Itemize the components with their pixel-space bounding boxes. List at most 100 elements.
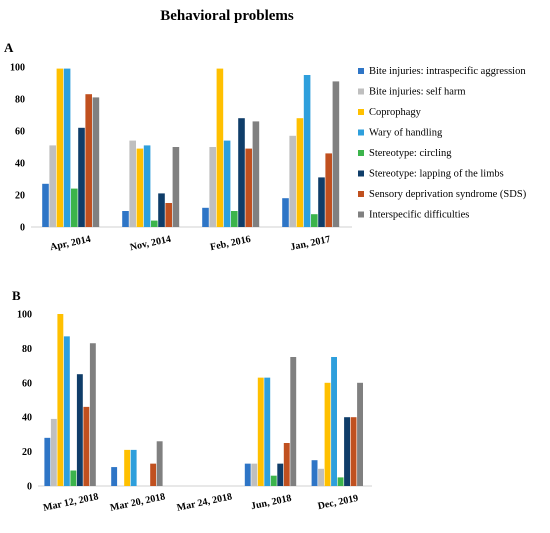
bar	[42, 183, 49, 227]
panel-a: A 0 20 40 60 80 100 Apr, 2014 Nov, 2014 Feb, 2016…	[4, 40, 352, 253]
bar	[89, 343, 96, 486]
bar	[357, 382, 363, 486]
bar	[324, 382, 331, 486]
y-tick-label: 100	[10, 63, 25, 74]
bar	[124, 449, 131, 486]
bar	[332, 81, 340, 228]
y-tick-label: 20	[15, 191, 25, 202]
bar	[318, 468, 324, 486]
bar	[158, 193, 165, 227]
bar	[143, 145, 151, 227]
bar	[277, 463, 284, 486]
bar	[245, 148, 252, 227]
x-tick-label: Jan, 2017	[289, 234, 331, 253]
bar	[264, 377, 271, 486]
legend-entry: Bite injuries: self harm	[369, 87, 466, 98]
y-tick-label: 100	[17, 310, 32, 321]
bar	[216, 68, 224, 227]
bar	[238, 118, 245, 227]
bar	[71, 188, 78, 227]
x-tick-label: Jun, 2018	[250, 493, 293, 512]
x-tick-label: Nov, 2014	[129, 234, 172, 253]
bar	[311, 214, 318, 227]
bar	[111, 467, 118, 486]
bar	[270, 475, 277, 486]
legend-swatch	[358, 129, 364, 136]
bar	[257, 377, 264, 486]
figure-title: Behavioral problems	[160, 8, 294, 24]
bar	[49, 145, 56, 227]
bar	[136, 148, 144, 227]
legend-swatch	[358, 170, 364, 177]
bar	[350, 417, 357, 486]
bar	[122, 211, 129, 227]
bar	[331, 357, 337, 486]
legend-swatch	[358, 68, 364, 74]
bar	[63, 336, 70, 486]
y-tick-label: 80	[22, 344, 32, 355]
x-tick-label: Mar 24, 2018	[176, 491, 233, 513]
legend-swatch	[358, 88, 364, 95]
x-tick-label: Dec, 2019	[317, 493, 359, 512]
bar	[290, 357, 297, 486]
legend-swatch	[358, 191, 364, 197]
x-tick-label: Mar 20, 2018	[109, 491, 166, 513]
bar	[311, 460, 318, 486]
bar	[76, 374, 83, 486]
bar	[251, 463, 258, 486]
x-tick-label: Mar 12, 2018	[42, 491, 99, 513]
x-tick-label: Apr, 2014	[49, 234, 92, 253]
bar	[244, 463, 251, 486]
bar	[223, 140, 231, 227]
bar	[296, 118, 304, 227]
panel-label: B	[12, 288, 21, 303]
panel-label: A	[4, 40, 14, 55]
bar	[209, 147, 216, 227]
bar	[150, 463, 157, 486]
y-tick-label: 0	[27, 482, 32, 493]
y-tick-label: 60	[15, 127, 25, 138]
y-tick-label: 20	[22, 447, 32, 458]
legend-swatch	[358, 150, 364, 156]
panel-b: B 0 20 40 60 80 100 Mar 12, 2018 Mar 20, 2018 Mar…	[12, 288, 372, 514]
legend-swatch	[358, 109, 364, 115]
bar	[129, 140, 136, 227]
bar	[344, 417, 350, 486]
legend-entry: Stereotype: circling	[369, 148, 452, 159]
bar	[282, 198, 289, 227]
bar	[56, 68, 64, 227]
bar	[70, 470, 77, 486]
y-tick-label: 80	[15, 95, 25, 106]
bar	[252, 121, 260, 227]
bar	[151, 220, 158, 227]
bar	[83, 406, 90, 486]
legend-entry: Bite injuries: intraspecific aggression	[369, 66, 526, 77]
bar	[85, 94, 92, 227]
y-tick-label: 40	[22, 413, 32, 424]
bar	[156, 441, 163, 486]
legend-entry: Wary of handling	[369, 128, 443, 139]
legend-swatch	[358, 211, 364, 218]
y-tick-label: 60	[22, 378, 32, 389]
x-tick-label: Feb, 2016	[209, 234, 251, 253]
bar	[92, 97, 100, 228]
legend-entry: Interspecific difficulties	[369, 210, 469, 221]
bar	[63, 68, 71, 227]
bar	[78, 127, 85, 227]
bar	[202, 207, 209, 227]
y-tick-label: 0	[20, 223, 25, 234]
legend-entry: Stereotype: lapping of the limbs	[369, 169, 504, 180]
bar	[172, 147, 180, 227]
bar	[57, 314, 64, 486]
legend: Bite injuries: intraspecific aggression B…	[358, 66, 527, 221]
bar	[50, 418, 57, 486]
bar	[130, 449, 137, 486]
legend-entry: Sensory deprivation syndrome (SDS)	[369, 189, 527, 200]
legend-entry: Coprophagy	[369, 107, 422, 118]
bar	[318, 177, 325, 227]
bar	[44, 437, 51, 486]
bar	[165, 203, 172, 227]
bar	[231, 211, 238, 227]
